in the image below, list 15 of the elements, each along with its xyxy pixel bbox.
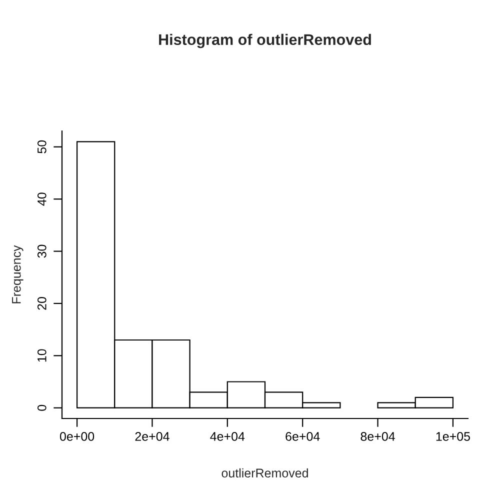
y-tick-label: 30 xyxy=(37,244,46,258)
chart-title: Histogram of outlierRemoved xyxy=(159,34,371,48)
x-tick-label: 6e+04 xyxy=(286,432,320,441)
x-axis-title: outlierRemoved xyxy=(222,468,308,478)
y-tick-label: 50 xyxy=(37,140,46,154)
y-tick-label: 0 xyxy=(37,404,46,411)
y-axis-title: Frequency xyxy=(12,245,24,304)
x-tick-label: 2e+04 xyxy=(135,432,170,441)
y-tick-label: 40 xyxy=(37,192,46,206)
y-tick-label: 10 xyxy=(37,349,46,362)
x-tick-label: 1e+05 xyxy=(436,432,470,441)
x-tick-label: 8e+04 xyxy=(360,432,395,441)
x-tick-label: 0e+00 xyxy=(60,432,94,441)
y-tick-label: 20 xyxy=(37,296,46,310)
x-tick-label: 4e+04 xyxy=(210,432,245,441)
